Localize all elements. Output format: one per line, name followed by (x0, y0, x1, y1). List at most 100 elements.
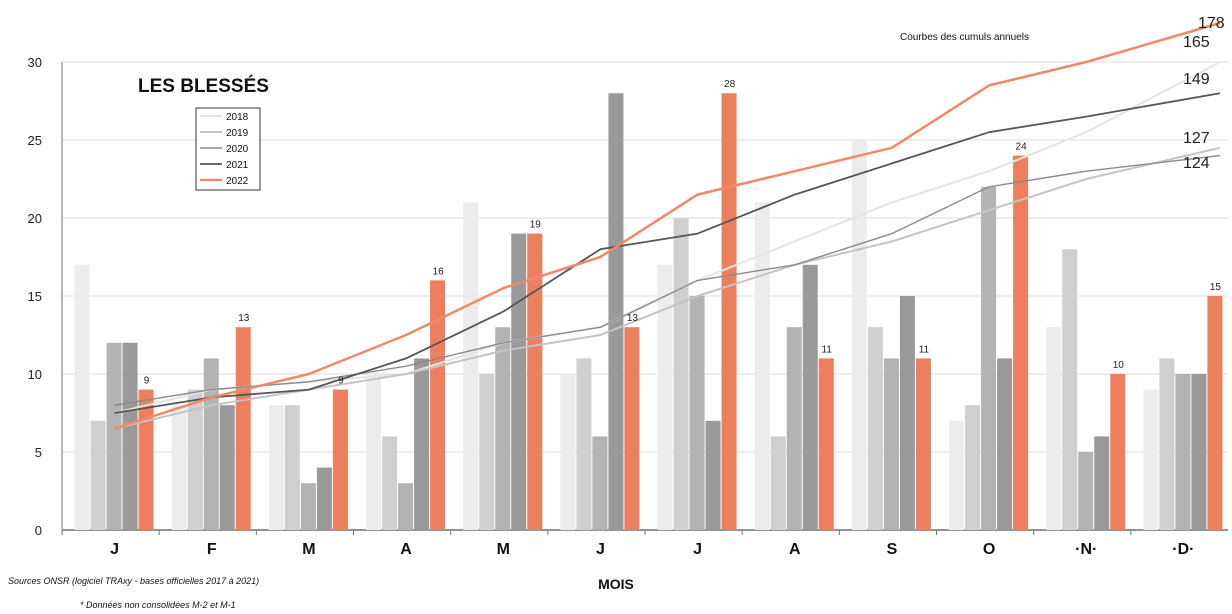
bar-2019 (187, 389, 203, 530)
bar-2019 (90, 420, 106, 530)
bar-2021 (1094, 436, 1110, 530)
x-axis-ticks: J F M A M J J A S O ·N· ·D· (61, 530, 1195, 558)
y-axis-ticks: 0 5 10 15 20 25 30 (28, 55, 42, 538)
bar-2020 (398, 483, 414, 530)
bar-2022 (915, 358, 931, 530)
data-label-2022: 13 (627, 313, 639, 324)
data-label-2022: 28 (724, 79, 736, 90)
bar-2019 (770, 436, 786, 530)
bar-2019 (382, 436, 398, 530)
bar-2021 (511, 233, 527, 530)
bar-2020 (1078, 452, 1094, 530)
x-tick-label: J (693, 541, 702, 558)
bar-2022 (1207, 296, 1223, 530)
x-tick-label: F (207, 541, 217, 558)
data-label-2022: 13 (238, 313, 250, 324)
bar-2018 (949, 420, 965, 530)
data-label-2022: 9 (338, 376, 344, 387)
end-label-2019: 127 (1183, 130, 1210, 147)
legend-box (195, 107, 261, 191)
x-axis-label: MOIS (598, 576, 634, 592)
cumulative-line-2022 (114, 21, 1221, 430)
bar-2022 (1110, 374, 1126, 530)
data-label-2022: 24 (1016, 142, 1028, 153)
x-tick-label: ·N· (1075, 541, 1097, 558)
bar-2019 (479, 374, 495, 530)
bar-2022 (721, 93, 737, 530)
bar-2019 (1062, 249, 1078, 530)
bar-2021 (316, 467, 332, 530)
end-label-2022: 178 (1198, 15, 1225, 32)
bar-2022 (235, 327, 251, 530)
bar-2018 (171, 405, 187, 530)
sources-note: Sources ONSR (logiciel TRAxy - bases off… (8, 576, 259, 586)
bar-2018 (268, 405, 284, 530)
data-label-2022: 11 (919, 344, 930, 355)
y-tick-label: 0 (35, 523, 42, 538)
cumulative-end-labels: 165 127 124 149 178 (1183, 15, 1225, 172)
y-tick-label: 5 (35, 445, 42, 460)
x-tick-label: J (110, 541, 119, 558)
bar-2018 (74, 264, 90, 530)
y-tick-label: 25 (28, 133, 42, 148)
x-tick-label: M (302, 541, 315, 558)
bar-2021 (1191, 374, 1207, 530)
bar-2018 (1143, 389, 1159, 530)
cumulative-line-2019 (114, 146, 1221, 430)
x-tick-label: M (497, 541, 510, 558)
bar-2021 (219, 405, 235, 530)
x-tick-label: A (789, 541, 801, 558)
legend: 2018 2019 2020 2021 2022 (195, 107, 261, 191)
chart-title: LES BLESSÉS (138, 75, 269, 97)
cumulative-lines (114, 21, 1221, 430)
bar-2021 (997, 358, 1013, 530)
bar-2019 (673, 218, 689, 530)
bar-2019 (965, 405, 981, 530)
bar-2021 (705, 420, 721, 530)
cumulative-line-2020 (114, 154, 1221, 406)
cumulative-curves-title: Courbes des cumuls annuels (900, 32, 1029, 43)
y-tick-label: 20 (28, 211, 42, 226)
bar-2020 (786, 327, 802, 530)
bar-2021 (414, 358, 430, 530)
bar-2018 (366, 374, 382, 530)
bar-2021 (122, 342, 138, 530)
legend-label-2021: 2021 (226, 160, 249, 171)
bars (74, 93, 1223, 531)
data-label-2022: 9 (144, 376, 150, 387)
bar-2022 (624, 327, 640, 530)
end-label-2021: 149 (1183, 71, 1210, 88)
bar-2022 (1013, 155, 1029, 530)
bar-2020 (883, 358, 899, 530)
legend-label-2022: 2022 (226, 176, 249, 187)
bar-2019 (284, 405, 300, 530)
bar-2019 (1159, 358, 1175, 530)
bar-2018 (657, 264, 673, 530)
end-label-2018: 165 (1183, 34, 1210, 51)
end-label-2020: 124 (1183, 155, 1210, 172)
x-tick-label: O (983, 541, 995, 558)
bar-2021 (608, 93, 624, 530)
bar-2020 (203, 358, 219, 530)
bar-2022 (430, 280, 446, 530)
bar-2018 (1046, 327, 1062, 530)
bar-2022 (818, 358, 834, 530)
bar-2020 (300, 483, 316, 530)
y-tick-label: 15 (28, 289, 42, 304)
bar-2018 (754, 202, 770, 530)
x-tick-label: J (596, 541, 605, 558)
legend-label-2018: 2018 (226, 112, 249, 123)
data-labels-2022: 9 13 9 16 19 13 28 11 11 24 10 15 (144, 79, 1222, 386)
data-label-2022: 11 (822, 344, 833, 355)
bar-2018 (560, 374, 576, 530)
bar-2022 (527, 233, 543, 530)
x-tick-label: S (887, 541, 898, 558)
bar-2020 (1175, 374, 1191, 530)
x-tick-label: ·D· (1172, 541, 1194, 558)
y-tick-label: 30 (28, 55, 42, 70)
y-tick-label: 10 (28, 367, 42, 382)
bar-2020 (981, 186, 997, 531)
bar-2018 (851, 140, 867, 530)
bar-2020 (106, 342, 122, 530)
